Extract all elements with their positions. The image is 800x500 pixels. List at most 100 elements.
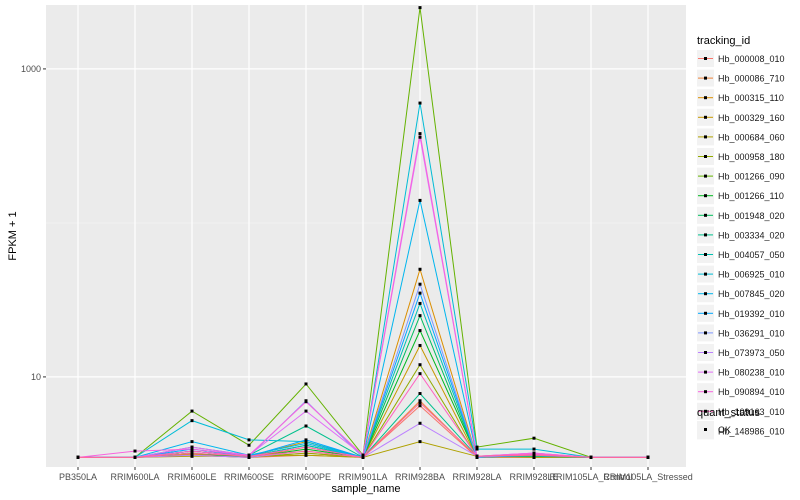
shape-legend-items: OK (697, 421, 731, 438)
data-point (190, 453, 194, 457)
legend-point (704, 194, 707, 198)
data-point (418, 267, 422, 271)
data-point (304, 445, 308, 449)
data-point (190, 447, 194, 451)
x-axis-title: sample_name (331, 483, 400, 495)
data-point (304, 453, 308, 457)
legend-item: Hb_073973_050 (697, 344, 785, 361)
data-point (190, 445, 194, 449)
legend-item: Hb_004057_050 (697, 246, 785, 263)
y-tick-label: 1000 (21, 64, 41, 74)
legend-point (704, 370, 707, 374)
legend-label: Hb_003334_020 (718, 230, 785, 240)
legend-point (704, 96, 707, 100)
legend-title: tracking_id (697, 35, 750, 47)
legend-label: Hb_000329_160 (718, 113, 785, 123)
data-point (133, 449, 137, 453)
data-point (532, 447, 536, 451)
legend-label: Hb_004057_050 (718, 250, 785, 260)
data-point (304, 443, 308, 447)
data-point (76, 455, 80, 459)
shape-legend-point (704, 428, 707, 431)
legend-item: Hb_000008_010 (697, 50, 785, 67)
legend-item: Hb_090894_010 (697, 383, 785, 401)
x-tick-label: RRIM928BA (395, 472, 445, 482)
data-point (418, 101, 422, 105)
legend: tracking_id Hb_000008_010Hb_000086_710Hb… (697, 35, 785, 440)
data-point (304, 400, 308, 404)
data-point (418, 404, 422, 408)
legend-item: Hb_007845_020 (697, 285, 785, 303)
data-point (247, 443, 251, 447)
legend-item: Hb_001266_090 (697, 167, 785, 185)
data-point (475, 445, 479, 449)
data-point (418, 282, 422, 286)
data-point (190, 440, 194, 444)
data-point (247, 438, 251, 442)
legend-point (704, 409, 707, 413)
legend-item: Hb_019392_010 (697, 304, 785, 322)
data-point (304, 424, 308, 428)
data-point (418, 198, 422, 202)
legend-item: Hb_001266_110 (697, 187, 784, 205)
legend-point (704, 57, 707, 60)
data-point (646, 455, 650, 459)
series-points (76, 6, 650, 459)
y-axis: 10 1000 (21, 64, 46, 382)
data-point (304, 409, 308, 413)
legend-point (704, 174, 707, 178)
x-tick-label: PB350LA (59, 472, 97, 482)
legend-point (704, 213, 707, 217)
data-point (418, 132, 422, 136)
legend-items: Hb_000008_010 Hb_000086_710 Hb_000315_110 H… (697, 50, 785, 440)
data-point (304, 440, 308, 444)
data-point (532, 453, 536, 457)
data-point (418, 314, 422, 318)
legend-item: Hb_000315_110 (697, 89, 784, 107)
legend-label: Hb_080238_010 (718, 368, 785, 378)
legend-point (704, 292, 707, 296)
data-point (190, 449, 194, 453)
legend-item: Hb_000684_060 (697, 128, 785, 146)
data-point (361, 453, 365, 457)
x-tick-label: RRIM600PE (281, 472, 331, 482)
legend-label: Hb_001266_090 (718, 172, 785, 182)
legend-label: Hb_036291_010 (718, 328, 785, 338)
legend-item: Hb_109163_010 (697, 402, 785, 420)
legend-point (704, 115, 707, 119)
x-tick-label: RRIM105LA_Stressed (603, 472, 693, 482)
legend-label: Hb_000958_180 (718, 152, 785, 162)
data-point (418, 421, 422, 425)
data-point (304, 449, 308, 453)
data-point (190, 419, 194, 423)
data-point (418, 392, 422, 396)
legend-label: Hb_006925_010 (718, 270, 785, 280)
legend-label: Hb_090894_010 (718, 387, 785, 397)
data-point (418, 329, 422, 333)
grid-lines (46, 5, 686, 467)
legend-point (704, 233, 707, 237)
x-tick-label: RRIM105LA_Control (549, 472, 632, 482)
legend-point (704, 272, 707, 276)
legend-label: Hb_000008_010 (718, 54, 785, 64)
legend-item: Hb_006925_010 (697, 265, 785, 283)
x-tick-label: RRIM901LA (338, 472, 387, 482)
y-tick-label: 10 (31, 372, 41, 382)
data-point (418, 6, 422, 10)
legend-label: Hb_000086_710 (718, 74, 785, 84)
legend-item: Hb_080238_010 (697, 363, 785, 381)
x-tick-label: RRIM928LA (452, 472, 501, 482)
x-tick-label: RRIM600SE (224, 472, 274, 482)
legend-item: Hb_003334_020 (697, 226, 785, 244)
legend-label: Hb_073973_050 (718, 348, 785, 358)
legend-point (704, 253, 707, 256)
data-point (247, 454, 251, 458)
legend-label: Hb_019392_010 (718, 309, 785, 319)
data-point (304, 441, 308, 445)
data-point (418, 343, 422, 347)
panel-background (46, 5, 686, 467)
x-axis: PB350LA RRIM600LA RRIM600LE RRIM600SE RRIM60… (59, 467, 693, 482)
legend-point (704, 155, 707, 158)
data-point (133, 455, 137, 459)
legend-point (704, 331, 707, 335)
